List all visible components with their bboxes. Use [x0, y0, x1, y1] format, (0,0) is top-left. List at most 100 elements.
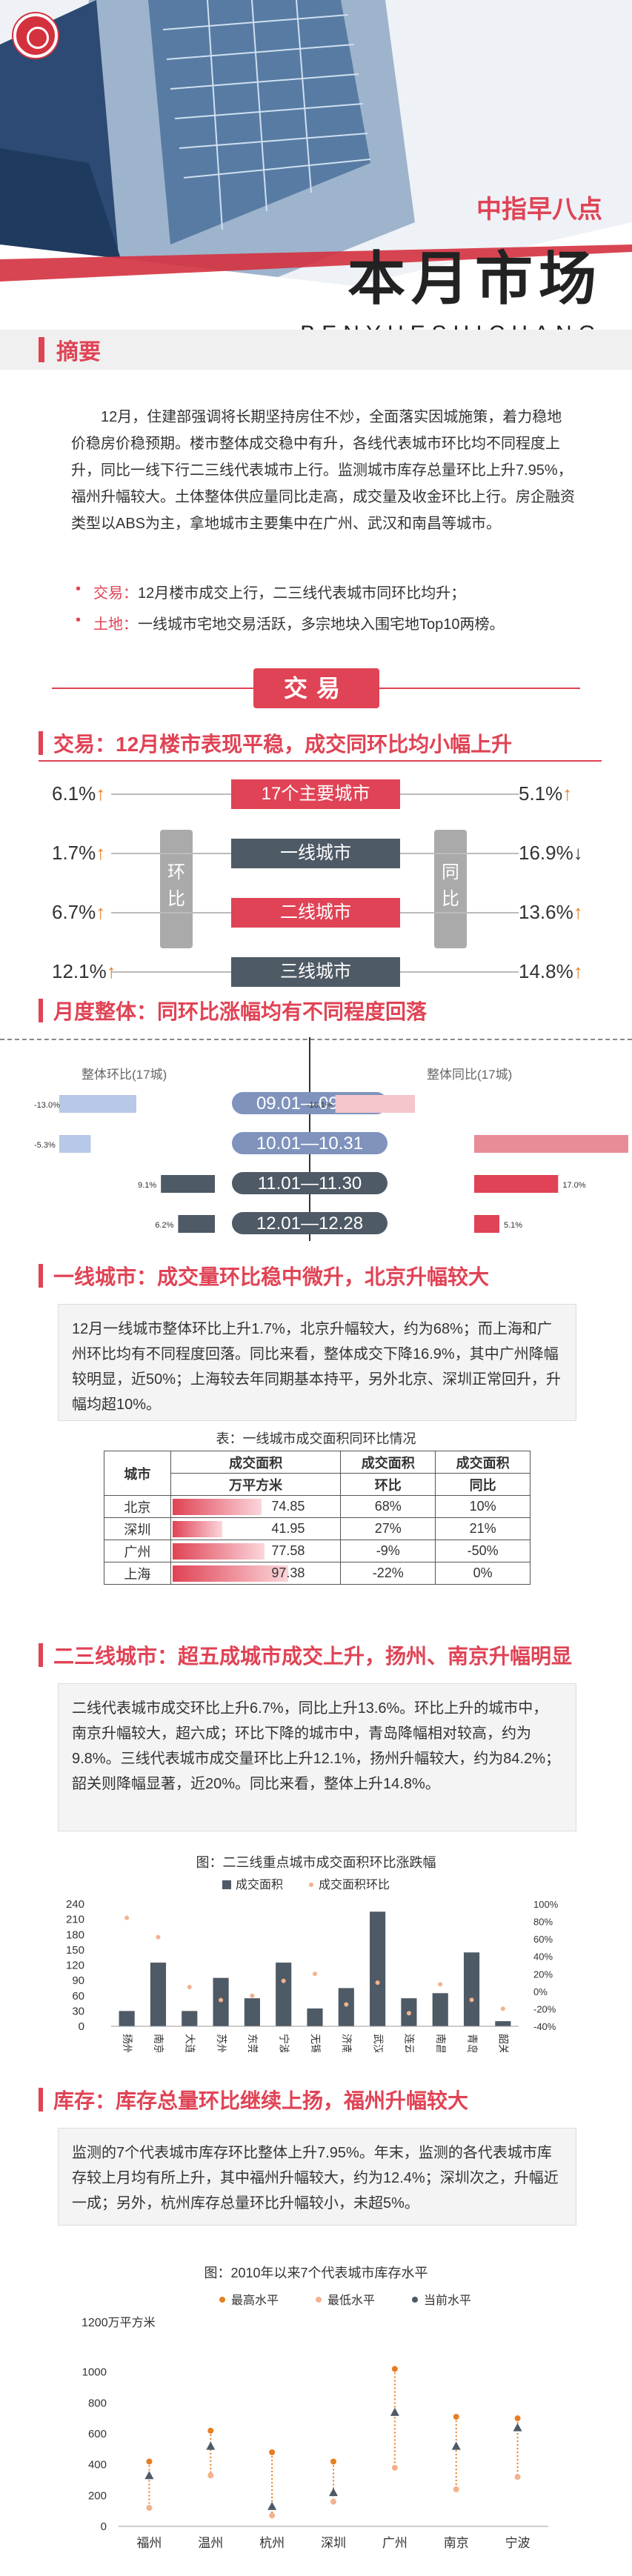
mom-value: -5.3%: [34, 1141, 56, 1150]
trade-row-mom: 1.7%↑: [52, 842, 106, 864]
stock-text-box: 监测的7个代表城市库存环比整体上升7.95%。年末，监测的各代表城市库存较上月均…: [58, 2128, 576, 2226]
bar: [338, 1988, 354, 2026]
y-tick: 150: [66, 1944, 84, 1957]
tier1-heading-text: 一线城市：成交量环比稳中微升，北京升幅较大: [53, 1265, 490, 1288]
monthly-heading: 月度整体：同环比涨幅均有不同程度回落: [39, 993, 602, 1028]
current-point: [144, 2471, 154, 2480]
trade-row-yoy: 5.1%↑: [519, 782, 573, 805]
x-tick: 宁波: [505, 2536, 530, 2550]
mom-point: [187, 1984, 192, 1989]
current-point: [267, 2501, 277, 2510]
y-tick: 200: [88, 2489, 107, 2502]
period-pill: [232, 1172, 387, 1194]
th-area-mom: 成交面积: [340, 1451, 436, 1474]
building-illustration: [0, 0, 632, 341]
cell-city: 上海: [104, 1562, 171, 1585]
table-row: 上海 97.38 -22% 0%: [104, 1562, 530, 1585]
trade-row-label: 三线城市: [231, 957, 400, 987]
mom-point: [281, 1978, 286, 1983]
bar: [432, 1993, 448, 2026]
yoy-bar: [474, 1135, 628, 1153]
max-point: [514, 2415, 521, 2422]
mom-value: 6.2%: [155, 1221, 173, 1230]
y-tick: 60: [72, 1990, 84, 2003]
legend-label: 最低水平: [327, 2294, 375, 2307]
mom-point: [344, 2002, 349, 2007]
trade-row-label: 二线城市: [231, 898, 400, 928]
legend-swatch: [316, 2297, 322, 2303]
trade-heading-text: 交易：12月楼市表现平稳，成交同环比均小幅上升: [53, 733, 513, 756]
cell-mom: 27%: [340, 1517, 436, 1540]
mom-point: [375, 1980, 380, 1986]
min-point: [207, 2472, 214, 2479]
mom-point: [438, 1982, 443, 1987]
heading-bar: [39, 999, 43, 1022]
current-point: [451, 2441, 461, 2450]
area-bar: [172, 1521, 222, 1537]
ring-label: 环比: [160, 830, 193, 948]
trade-row-mom: 6.7%↑: [52, 901, 106, 923]
monthly-dashed-line: [0, 1039, 632, 1040]
max-point: [330, 2458, 336, 2465]
tier23-chart-caption: 图：二三线重点城市成交面积环比涨跌幅: [196, 1855, 436, 1870]
mom-value: 9.1%: [138, 1181, 156, 1190]
current-point: [390, 2407, 399, 2416]
y-tick: 0: [101, 2520, 107, 2533]
th-area-yoy: 成交面积: [435, 1451, 530, 1474]
brand-block: 中指早八点 本月市场 BENYUESHICHANG: [300, 189, 602, 341]
trade-row-yoy: 13.6%↑: [519, 901, 583, 923]
x-tick: 济南: [341, 2034, 353, 2052]
table-row: 广州 77.58 -9% -50%: [104, 1540, 530, 1562]
trade-row-label: 17个主要城市: [231, 779, 400, 809]
mom-bar: [59, 1135, 91, 1153]
mom-point: [469, 1997, 474, 2003]
y-label: 1200万平方米: [82, 2316, 156, 2329]
min-point: [453, 2486, 459, 2492]
mom-point: [219, 1997, 224, 2003]
stock-chart-caption: 图：2010年以来7个代表城市库存水平: [204, 2266, 428, 2280]
monthly-heading-text: 月度整体：同环比涨幅均有不同程度回落: [53, 1000, 428, 1023]
legend-label: 当前水平: [424, 2294, 471, 2307]
x-tick: 扬州: [122, 2034, 133, 2052]
tier1-text-box: 12月一线城市整体环比上升1.7%，北京升幅较大，约为68%；而上海和广州环比均…: [58, 1304, 576, 1421]
y-tick: 240: [66, 1898, 84, 1911]
cell-yoy: 21%: [435, 1517, 530, 1540]
header-subtitle: 中指早八点: [476, 196, 602, 224]
yoy-bar: [474, 1215, 499, 1233]
y2-tick: -40%: [533, 2021, 556, 2032]
tier1-table-caption: 表：一线城市成交面积同环比情况: [216, 1431, 416, 1446]
yoy-bar: [474, 1175, 559, 1193]
table-row: 深圳 41.95 27% 21%: [104, 1517, 530, 1540]
x-tick: 苏州: [216, 2034, 227, 2052]
x-tick: 武汉: [372, 2034, 384, 2052]
mom-bar: [178, 1215, 215, 1233]
legend-swatch: [412, 2297, 418, 2303]
monthly-row: 11.01—11.30 9.1% 17.0%: [138, 1172, 586, 1194]
cell-mom: -22%: [340, 1562, 436, 1585]
x-tick: 青岛: [466, 2034, 478, 2052]
y-tick: 210: [66, 1914, 84, 1926]
bar: [370, 1911, 386, 2026]
summary-bar: [39, 337, 44, 362]
max-point: [269, 2449, 276, 2455]
bar: [182, 2011, 198, 2026]
x-tick: 连云港: [404, 2034, 416, 2052]
y2-tick: 0%: [533, 1986, 548, 1997]
mom-point: [313, 1971, 317, 1977]
y2-tick: 100%: [533, 1899, 559, 1910]
yoy-label: 同比: [434, 830, 467, 948]
mom-point: [124, 1915, 130, 1920]
x-tick: 福州: [136, 2536, 162, 2550]
y-tick: 1000: [82, 2366, 107, 2379]
tier23-heading: 二三线城市：超五成城市成交上升，扬州、南京升幅明显: [39, 1637, 602, 1673]
cell-area: 41.95: [170, 1517, 342, 1540]
y2-tick: 60%: [533, 1934, 553, 1945]
header-title: 本月市场: [347, 246, 602, 311]
table-row: 北京 74.85 68% 10%: [104, 1495, 530, 1518]
min-point: [330, 2498, 336, 2505]
th-area: 成交面积: [170, 1451, 342, 1474]
x-tick: 南昌: [435, 2034, 447, 2052]
max-point: [453, 2414, 459, 2420]
yoy-bar: [335, 1095, 415, 1113]
x-tick: 温州: [198, 2536, 223, 2550]
